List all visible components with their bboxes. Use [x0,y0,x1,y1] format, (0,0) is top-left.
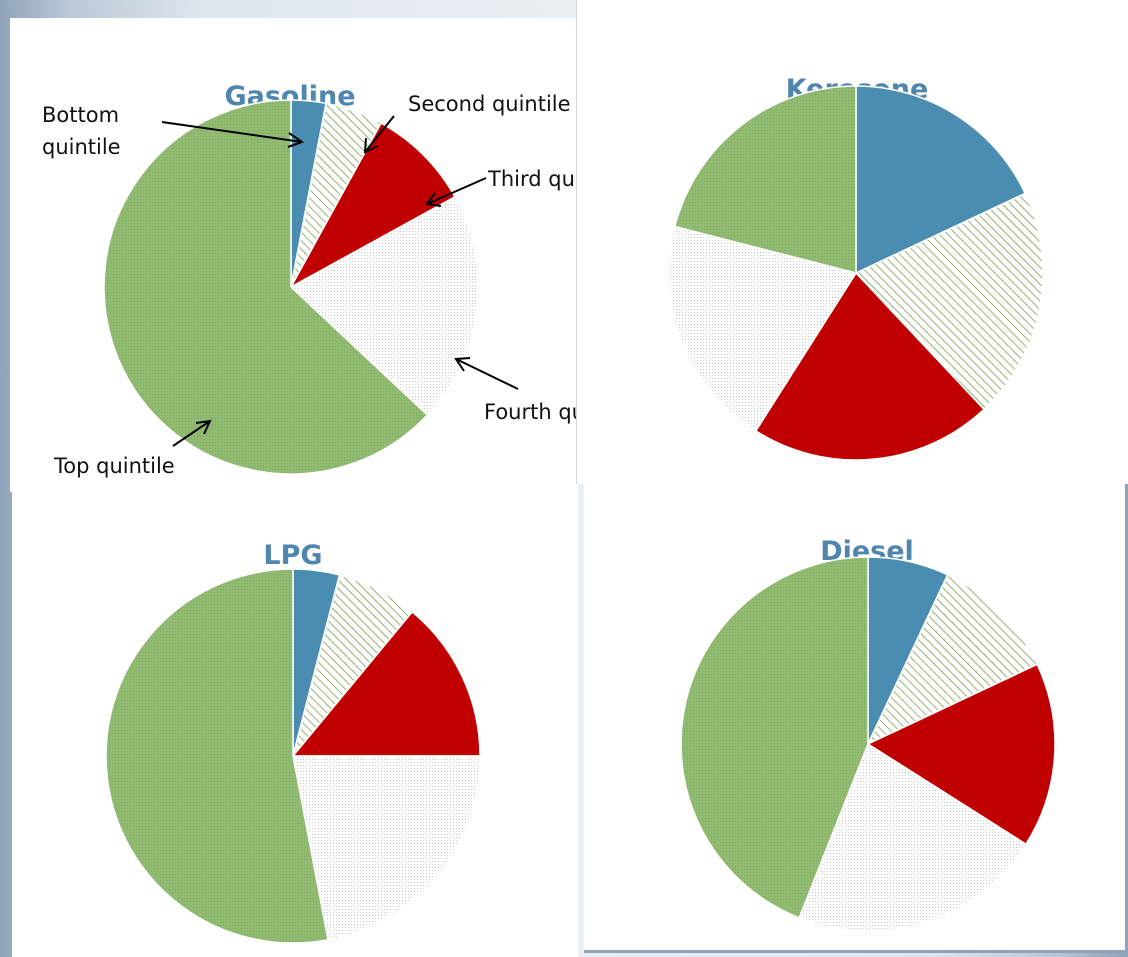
callout-bottom-quintile-line1: Bottom [42,103,119,127]
kerosene-pie-svg: Kerosene [668,74,1044,461]
arrow-third-quintile [426,177,487,205]
callout-bottom-quintile-line2: quintile [42,135,121,159]
arrow-second-quintile [364,115,395,153]
lpg-pie-svg: LPG [105,540,481,944]
kerosene-slice-top-quintile [673,85,857,274]
diesel-slice-top-quintile [680,556,869,919]
arrow-top-quintile [172,420,211,447]
arrowhead-third-quintile [425,192,442,207]
arrowhead-bottom-quintile [287,132,305,148]
gasoline-slice-third-quintile [289,122,456,289]
callout-top-quintile: Top quintile [53,454,175,478]
arrowhead-top-quintile [195,419,212,435]
lpg-slice-fourth-quintile [292,755,481,941]
kerosene-chart-panel: Kerosene [576,0,1128,484]
lpg-title: LPG [263,540,322,571]
diesel-pie-svg: Diesel [680,536,1056,932]
lpg-slice-top-quintile [105,568,329,944]
lpg-chart-panel: LPG [12,492,578,957]
kerosene-slice-fourth-quintile [668,225,858,432]
kerosene-slices [668,85,1044,461]
diesel-slice-third-quintile [866,663,1056,846]
arrowhead-second-quintile [363,137,379,154]
diesel-slice-second-quintile [866,573,1039,746]
lpg-slices [105,568,481,944]
gasoline-slice-fourth-quintile [289,195,479,417]
kerosene-slice-third-quintile [754,271,986,461]
callout-second-quintile: Second quintile [408,92,571,116]
diesel-slices [680,556,1056,932]
diesel-slice-fourth-quintile [798,742,1027,932]
diesel-chart-panel: Diesel [584,484,1128,953]
gasoline-slice-top-quintile [103,99,429,475]
arrowhead-fourth-quintile [454,357,471,372]
kerosene-slice-bottom-quintile [855,85,1027,275]
gasoline-chart-panel: Gasoline Bottom quintile Second quintile… [10,18,637,492]
gasoline-slices [103,99,479,475]
gasoline-pie-svg: Gasoline Bottom quintile Second quintile… [42,81,637,478]
kerosene-slice-second-quintile [854,192,1044,411]
arrow-fourth-quintile [455,358,519,390]
arrow-bottom-quintile [161,121,303,143]
lpg-slice-third-quintile [291,610,481,757]
